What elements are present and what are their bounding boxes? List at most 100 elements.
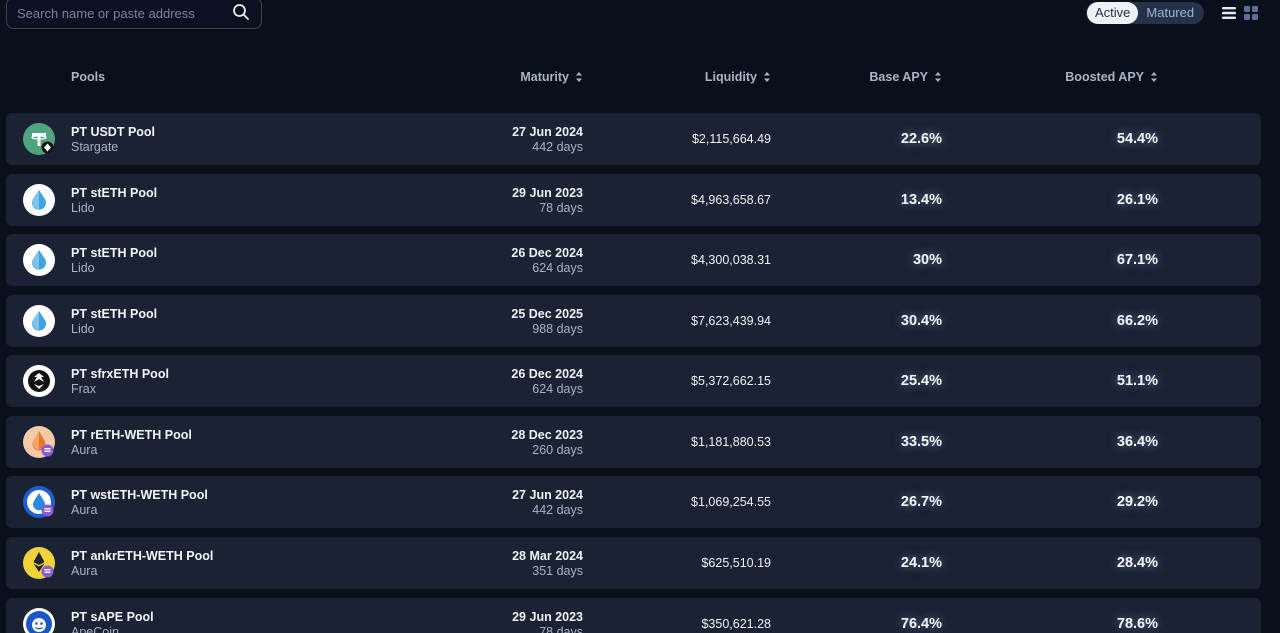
maturity-date: 29 Jun 2023	[512, 610, 583, 624]
boosted-apy-label: Boosted APY	[1065, 70, 1144, 84]
liquidity-value: $625,510.19	[701, 556, 771, 570]
wsteth-aura-logo	[23, 486, 55, 518]
maturity-label: Maturity	[520, 70, 569, 84]
pool-name: PT ankrETH-WETH Pool	[71, 549, 214, 563]
boosted-apy-value: 54.4%	[1116, 131, 1158, 147]
maturity-date: 27 Jun 2024	[512, 125, 583, 139]
grid-view-icon[interactable]	[1243, 5, 1259, 21]
pool-protocol: Lido	[71, 322, 95, 336]
pool-protocol: Aura	[71, 503, 98, 517]
maturity-days: 78 days	[539, 625, 583, 633]
table-header: Pools Maturity Liquidity Base APY Booste…	[0, 66, 1280, 90]
boosted-apy-header[interactable]: Boosted APY	[1065, 70, 1158, 84]
table-row[interactable]: PT stETH Pool Lido 25 Dec 2025 988 days …	[6, 295, 1261, 347]
maturity-days: 624 days	[532, 261, 583, 275]
liquidity-value: $350,621.28	[701, 617, 771, 631]
liquidity-label: Liquidity	[704, 70, 757, 84]
maturity-header[interactable]: Maturity	[520, 70, 583, 84]
pool-name: PT sAPE Pool	[71, 610, 154, 624]
boosted-apy-value: 26.1%	[1116, 192, 1158, 208]
boosted-apy-value: 66.2%	[1116, 313, 1158, 329]
apecoin-logo	[23, 608, 55, 633]
search-box[interactable]	[6, 0, 262, 29]
search-icon[interactable]	[232, 3, 250, 21]
base-apy-label: Base APY	[869, 70, 928, 84]
maturity-date: 27 Jun 2024	[512, 488, 583, 502]
table-row[interactable]: PT wstETH-WETH Pool Aura 27 Jun 2024 442…	[6, 476, 1261, 528]
maturity-date: 26 Dec 2024	[511, 367, 583, 381]
pool-name: PT USDT Pool	[71, 125, 156, 139]
active-tab[interactable]: Active	[1087, 2, 1139, 24]
liquidity-value: $4,963,658.67	[691, 193, 771, 207]
top-bar: Active Matured	[0, 0, 1280, 30]
table-row[interactable]: PT sfrxETH Pool Frax 26 Dec 2024 624 day…	[6, 355, 1261, 407]
lido-logo	[23, 305, 55, 337]
base-apy-value: 30%	[912, 252, 942, 268]
liquidity-value: $5,372,662.15	[691, 374, 771, 388]
maturity-days: 624 days	[532, 382, 583, 396]
liquidity-value: $1,069,254.55	[691, 495, 771, 509]
base-apy-value: 24.1%	[900, 555, 942, 571]
lido-logo	[23, 244, 55, 276]
base-apy-value: 22.6%	[900, 131, 942, 147]
maturity-days: 260 days	[532, 443, 583, 457]
boosted-apy-value: 67.1%	[1116, 252, 1158, 268]
pool-protocol: Aura	[71, 443, 98, 457]
maturity-date: 25 Dec 2025	[511, 307, 583, 321]
pool-name: PT stETH Pool	[71, 307, 158, 321]
pools-header: Pools	[71, 70, 106, 84]
sort-icon	[764, 72, 770, 82]
ankreth-aura-logo	[23, 547, 55, 579]
lido-logo	[23, 184, 55, 216]
maturity-days: 78 days	[539, 201, 583, 215]
pool-protocol: Aura	[71, 564, 98, 578]
usdt-stargate-logo	[23, 123, 55, 155]
status-toggle: Active Matured	[1086, 2, 1204, 24]
reth-aura-logo	[23, 426, 55, 458]
pool-protocol: Lido	[71, 261, 95, 275]
pool-name: PT sfrxETH Pool	[71, 367, 169, 381]
maturity-days: 351 days	[532, 564, 583, 578]
boosted-apy-value: 51.1%	[1116, 373, 1158, 389]
boosted-apy-value: 29.2%	[1116, 494, 1158, 510]
sort-icon	[576, 72, 582, 82]
sort-icon	[1151, 72, 1157, 82]
base-apy-value: 13.4%	[900, 192, 942, 208]
boosted-apy-value: 28.4%	[1116, 555, 1158, 571]
list-view-icon[interactable]	[1221, 5, 1237, 21]
pool-name: PT stETH Pool	[71, 246, 158, 260]
base-apy-header[interactable]: Base APY	[869, 70, 942, 84]
search-input[interactable]	[7, 0, 227, 27]
table-row[interactable]: PT USDT Pool Stargate 27 Jun 2024 442 da…	[6, 113, 1261, 165]
boosted-apy-value: 36.4%	[1116, 434, 1158, 450]
maturity-date: 28 Dec 2023	[511, 428, 583, 442]
liquidity-value: $4,300,038.31	[691, 253, 771, 267]
table-row[interactable]: PT ankrETH-WETH Pool Aura 28 Mar 2024 35…	[6, 537, 1261, 589]
pool-protocol: Frax	[71, 382, 96, 396]
table-row[interactable]: PT stETH Pool Lido 26 Dec 2024 624 days …	[6, 234, 1261, 286]
sort-icon	[935, 72, 941, 82]
maturity-date: 26 Dec 2024	[511, 246, 583, 260]
base-apy-value: 76.4%	[900, 616, 942, 632]
maturity-days: 442 days	[532, 503, 583, 517]
liquidity-header[interactable]: Liquidity	[705, 70, 771, 84]
matured-tab[interactable]: Matured	[1146, 5, 1195, 20]
maturity-date: 28 Mar 2024	[512, 549, 583, 563]
table-row[interactable]: PT stETH Pool Lido 29 Jun 2023 78 days $…	[6, 174, 1261, 226]
pool-protocol: Lido	[71, 201, 95, 215]
boosted-apy-value: 78.6%	[1116, 616, 1158, 632]
frax-logo	[23, 365, 55, 397]
base-apy-value: 25.4%	[900, 373, 942, 389]
liquidity-value: $2,115,664.49	[691, 132, 771, 146]
table-row[interactable]: PT sAPE Pool ApeCoin 29 Jun 2023 78 days…	[6, 598, 1261, 633]
pool-name: PT rETH-WETH Pool	[71, 428, 192, 442]
base-apy-value: 33.5%	[900, 434, 942, 450]
table-row[interactable]: PT rETH-WETH Pool Aura 28 Dec 2023 260 d…	[6, 416, 1261, 468]
pool-name: PT stETH Pool	[71, 186, 158, 200]
base-apy-value: 30.4%	[900, 313, 942, 329]
pool-name: PT wstETH-WETH Pool	[71, 488, 208, 502]
pool-protocol: ApeCoin	[71, 625, 119, 633]
pool-protocol: Stargate	[71, 140, 119, 154]
liquidity-value: $7,623,439.94	[691, 314, 771, 328]
maturity-date: 29 Jun 2023	[512, 186, 583, 200]
